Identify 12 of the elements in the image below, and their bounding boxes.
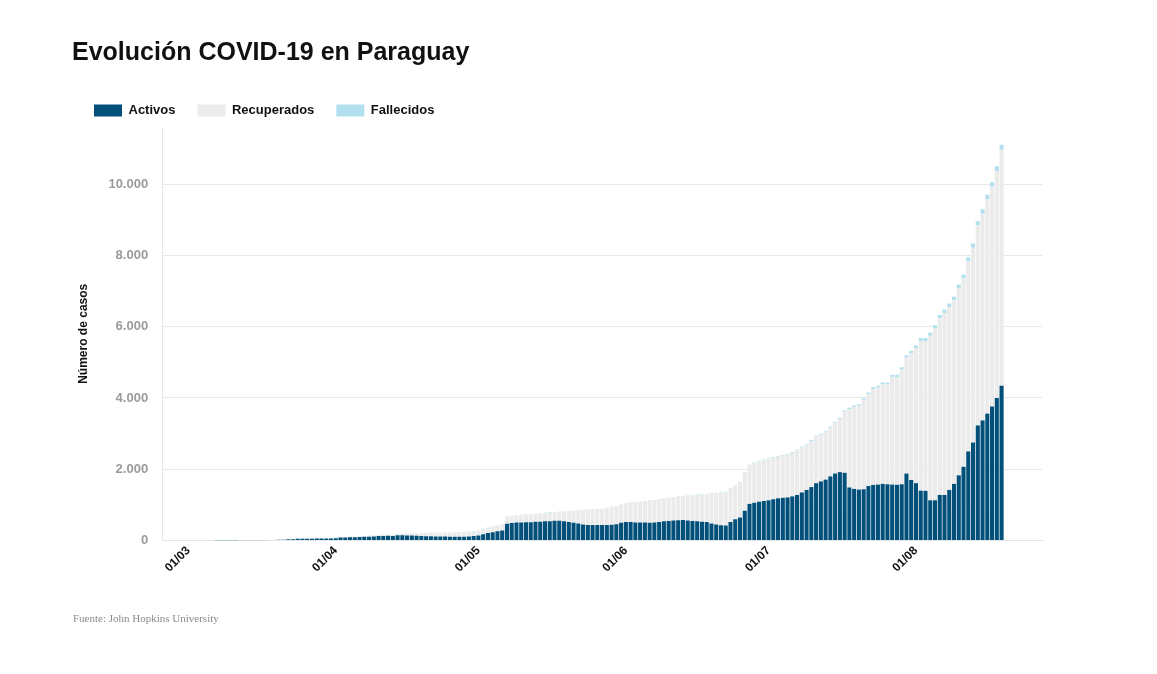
y-tick-label: 4.000 [115, 389, 149, 405]
y-axis-title: Número de casos [75, 283, 90, 384]
y-tick-label: 0 [140, 532, 149, 548]
source-note: Fuente: John Hopkins University [73, 612, 220, 624]
y-tick-label: 8.000 [115, 246, 149, 262]
y-tick-label: 6.000 [115, 318, 149, 334]
chart-title: Evolución COVID-19 en Paraguay [72, 36, 470, 65]
legend-label: Recuperados [231, 102, 315, 118]
y-tick-label: 10.000 [108, 175, 149, 191]
legend-label: Fallecidos [370, 102, 435, 118]
y-tick-label: 2.000 [115, 460, 149, 476]
legend-label: Activos [128, 102, 176, 118]
